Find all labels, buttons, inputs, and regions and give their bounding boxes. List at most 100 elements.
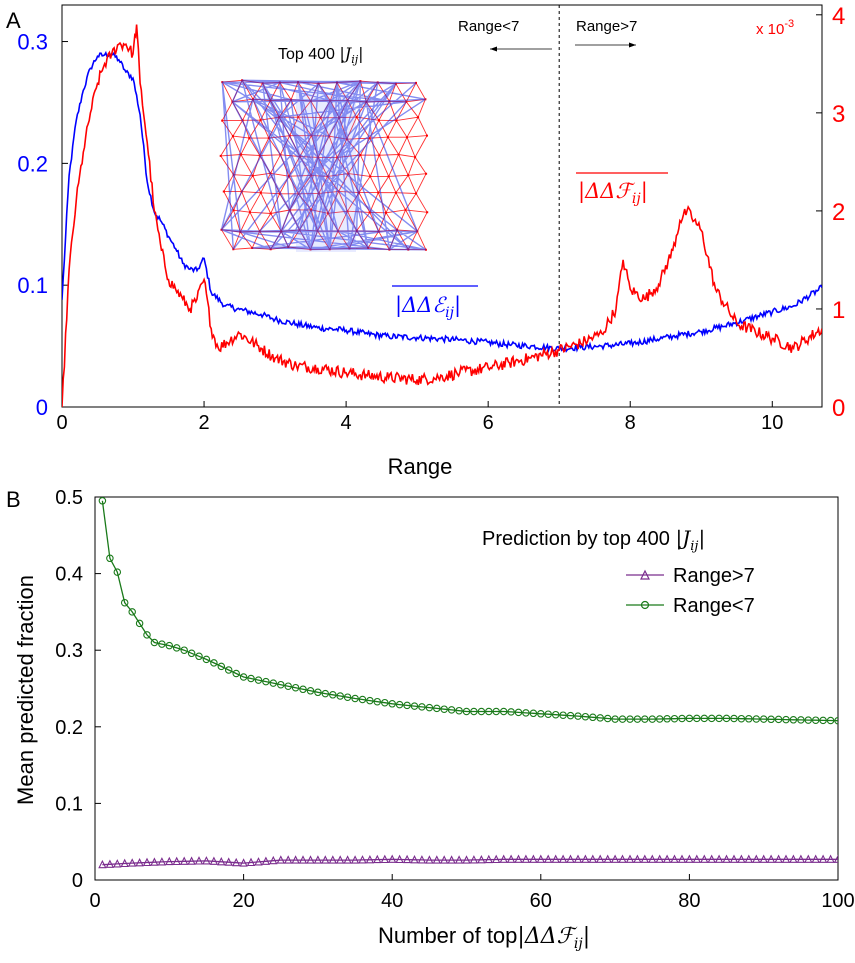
panel-a-label: A <box>6 8 21 33</box>
point-range-lt-41 <box>395 700 404 709</box>
point-range-lt-75 <box>648 715 657 723</box>
point-range-lt-5 <box>128 608 136 616</box>
point-range-gt-85 <box>722 854 731 863</box>
point-range-gt-34 <box>343 855 352 864</box>
point-range-gt-25 <box>276 855 285 864</box>
point-range-lt-81 <box>693 714 701 723</box>
panel-b-y-ticks: 0 0.1 0.2 0.3 0.4 0.5 <box>55 487 101 892</box>
point-range-gt-75 <box>648 854 657 863</box>
point-range-gt-36 <box>358 855 367 864</box>
point-range-gt-67 <box>588 854 597 863</box>
point-range-lt-55 <box>499 707 508 716</box>
panel-b-label: B <box>6 487 21 512</box>
point-range-lt-26 <box>284 682 292 690</box>
point-range-lt-78 <box>670 714 679 723</box>
x-tick-label-6: 6 <box>483 412 494 434</box>
right-axis-scale-label: x 10-3 <box>756 18 794 38</box>
legend-entry-range-lt: Range<7 <box>626 595 755 617</box>
point-range-gt-56 <box>506 854 516 863</box>
point-range-lt-42 <box>403 701 411 710</box>
point-range-gt-23 <box>261 856 271 865</box>
point-range-gt-74 <box>640 854 649 863</box>
point-range-lt-69 <box>603 714 612 723</box>
point-range-lt-20 <box>239 673 248 681</box>
point-range-gt-19 <box>232 857 241 867</box>
x-tick-label-8: 8 <box>625 412 636 434</box>
point-range-gt-8 <box>150 857 159 866</box>
point-range-lt-43 <box>410 702 419 710</box>
point-range-lt-57 <box>514 708 523 717</box>
right-y-tick-label-0: 0 <box>832 395 845 422</box>
point-range-gt-83 <box>707 854 716 863</box>
point-range-gt-10 <box>165 856 174 866</box>
series-line-red <box>62 24 822 407</box>
x-tick-label-10: 10 <box>761 412 783 434</box>
point-range-gt-71 <box>618 854 627 863</box>
panel-b-y-axis-label: Mean predicted fraction <box>13 575 38 805</box>
point-range-lt-91 <box>767 715 775 724</box>
point-range-lt-95 <box>797 716 805 724</box>
point-range-gt-13 <box>187 856 196 865</box>
panel-b-plot-frame <box>94 496 839 881</box>
point-range-lt-6 <box>135 619 144 628</box>
point-range-lt-13 <box>187 649 196 658</box>
point-range-lt-49 <box>455 706 463 715</box>
left-y-tick-label-0.3: 0.3 <box>17 30 48 55</box>
point-range-gt-29 <box>306 855 315 864</box>
point-range-gt-46 <box>432 855 441 864</box>
b-x-tick-label-60: 60 <box>530 890 552 912</box>
point-range-gt-82 <box>700 854 709 863</box>
point-range-lt-22 <box>254 676 263 684</box>
point-range-lt-8 <box>150 638 159 647</box>
point-range-lt-16 <box>210 659 218 667</box>
point-range-gt-4 <box>120 858 129 868</box>
point-range-lt-47 <box>440 705 448 713</box>
point-range-gt-45 <box>425 855 434 864</box>
point-range-lt-64 <box>566 711 575 720</box>
point-range-gt-72 <box>625 854 635 863</box>
point-range-gt-41 <box>395 854 404 864</box>
point-range-gt-50 <box>462 855 471 864</box>
point-range-gt-51 <box>469 855 479 864</box>
range-lt-label: Range<7 <box>458 18 519 35</box>
point-range-lt-93 <box>782 715 790 724</box>
panel-a-plot-frame <box>61 4 823 408</box>
point-range-lt-70 <box>611 715 619 723</box>
point-range-lt-18 <box>224 666 233 674</box>
point-range-lt-15 <box>202 655 211 664</box>
b-x-tick-label-20: 20 <box>232 890 254 912</box>
point-range-gt-17 <box>217 856 226 866</box>
point-range-gt-30 <box>313 855 323 864</box>
point-range-gt-6 <box>135 857 144 867</box>
b-y-tick-label-0.3: 0.3 <box>55 640 83 662</box>
point-range-lt-85 <box>722 714 731 723</box>
point-range-gt-33 <box>336 855 345 864</box>
point-range-lt-27 <box>291 683 300 692</box>
point-range-gt-26 <box>284 855 293 864</box>
point-range-gt-54 <box>492 854 501 864</box>
point-range-gt-100 <box>833 854 838 863</box>
point-range-gt-76 <box>655 854 664 863</box>
point-range-gt-2 <box>105 859 115 868</box>
point-range-lt-100 <box>834 716 838 725</box>
b-y-tick-label-0.1: 0.1 <box>55 793 83 815</box>
point-range-gt-5 <box>127 858 137 867</box>
point-range-lt-4 <box>120 598 129 607</box>
panel-b-x-axis-label: Number of top|ΔΔℱij| <box>378 923 590 952</box>
point-range-gt-27 <box>291 855 300 864</box>
panel-b: B 0 20 40 60 80 100 0 0.1 0.2 0.3 0.4 0.5 Mean pre… <box>6 487 855 952</box>
point-range-lt-44 <box>418 703 426 711</box>
b-y-tick-label-0.2: 0.2 <box>55 717 83 739</box>
x-tick-label-0: 0 <box>56 412 67 434</box>
point-range-gt-69 <box>603 854 612 863</box>
inset-title: Top 400 |Jij| <box>278 44 364 66</box>
point-range-gt-70 <box>610 854 620 863</box>
point-range-lt-53 <box>485 707 493 716</box>
point-range-gt-28 <box>298 855 308 864</box>
point-range-lt-66 <box>581 712 590 721</box>
point-range-gt-59 <box>529 854 538 863</box>
point-range-lt-76 <box>655 715 664 723</box>
left-y-tick-label-0: 0 <box>36 395 48 420</box>
point-range-lt-21 <box>247 674 255 683</box>
